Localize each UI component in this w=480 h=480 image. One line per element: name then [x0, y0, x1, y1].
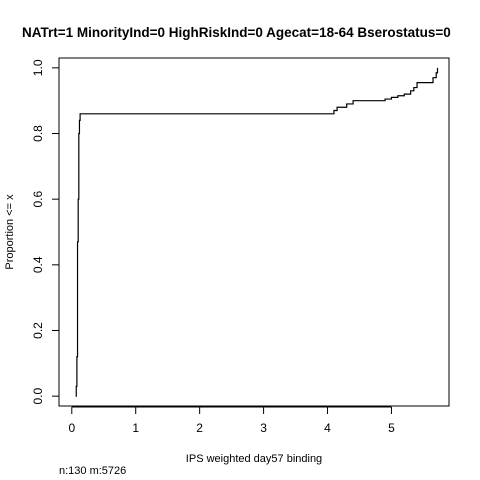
y-axis-label: Proportion <= x	[4, 194, 16, 270]
y-axis: 0.0 0.2 0.4 0.6 0.8 1.0	[31, 59, 60, 404]
y-tick-label: 0.0	[31, 387, 45, 404]
y-tick-label: 0.4	[31, 256, 45, 273]
y-tick-label: 0.6	[31, 191, 45, 208]
y-tick-label: 0.2	[31, 322, 45, 339]
x-axis-label: IPS weighted day57 binding	[186, 453, 322, 465]
ecdf-step-line	[75, 67, 439, 397]
x-tick-label: 0	[68, 421, 75, 435]
chart-title: NATrt=1 MinorityInd=0 HighRiskInd=0 Agec…	[22, 25, 451, 40]
plot-frame	[58, 57, 450, 407]
y-tick-label: 0.8	[31, 125, 45, 142]
x-axis: 0 1 2 3 4 5	[68, 406, 395, 435]
x-tick-label: 3	[260, 421, 267, 435]
cdf-series	[75, 67, 439, 397]
y-tick-label: 1.0	[31, 59, 45, 76]
x-tick-label: 1	[132, 421, 139, 435]
footnote: n:130 m:5726	[59, 465, 126, 477]
x-tick-label: 2	[196, 421, 203, 435]
x-tick-label: 5	[388, 421, 395, 435]
x-tick-label: 4	[324, 421, 331, 435]
